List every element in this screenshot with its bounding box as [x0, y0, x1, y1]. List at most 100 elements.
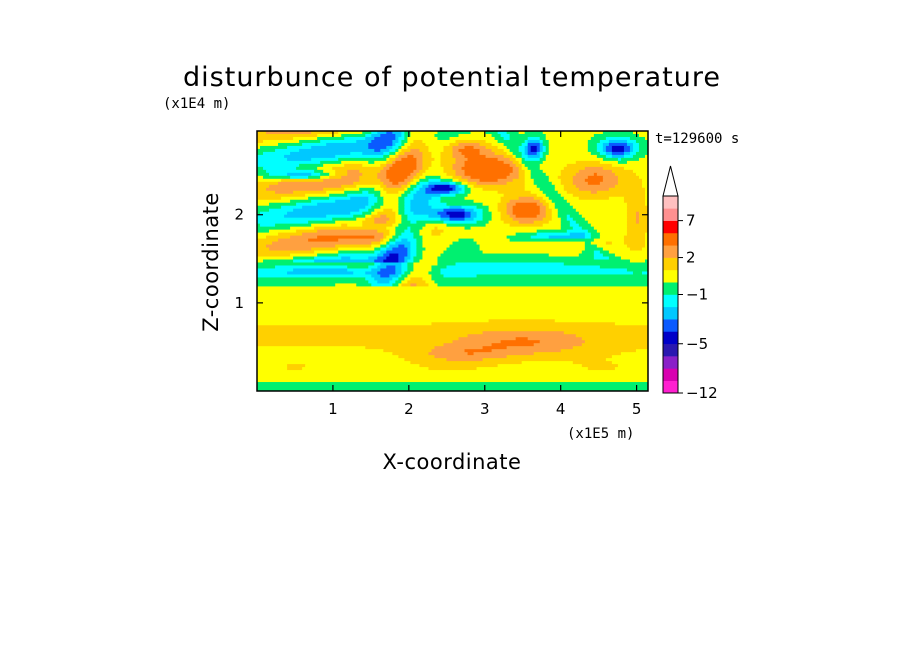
contour-cell	[320, 139, 357, 144]
contour-cell	[380, 169, 387, 174]
contour-cell	[440, 160, 457, 165]
contour-cell	[500, 211, 508, 216]
x-tick-label: 2	[404, 400, 414, 418]
contour-cell	[524, 184, 538, 189]
contour-cell	[389, 274, 399, 279]
contour-cell	[497, 190, 532, 195]
contour-cell	[389, 238, 396, 243]
contour-cell	[518, 169, 526, 174]
contour-cell	[395, 154, 399, 159]
contour-cell	[317, 229, 378, 234]
contour-cell	[293, 268, 348, 273]
contour-cell	[383, 199, 399, 204]
contour-cell	[557, 208, 577, 213]
contour-cell	[257, 166, 264, 171]
contour-cell	[542, 131, 604, 135]
contour-cell	[542, 151, 550, 156]
contour-cell	[581, 364, 619, 368]
contour-cell	[626, 202, 646, 207]
contour-cell	[281, 178, 324, 183]
contour-cell	[572, 361, 613, 365]
contour-cell	[371, 131, 378, 135]
contour-cell	[617, 178, 643, 183]
contour-cell	[428, 283, 439, 288]
contour-cell	[644, 190, 648, 195]
contour-cell	[377, 265, 387, 270]
contour-cell	[365, 205, 372, 210]
contour-cell	[437, 259, 631, 264]
contour-cell	[371, 283, 393, 288]
contour-cell	[383, 349, 433, 353]
contour-cell	[518, 175, 526, 180]
contour-cell	[395, 229, 405, 234]
contour-cell	[440, 253, 550, 258]
contour-cell	[626, 220, 637, 225]
contour-cell	[278, 181, 354, 186]
contour-cell	[644, 199, 648, 204]
contour-cell	[557, 175, 574, 180]
contour-cell	[257, 337, 460, 341]
contour-cell	[512, 151, 523, 156]
time-label: t=129600 s	[655, 131, 739, 147]
contour-cell	[317, 235, 375, 240]
contour-cell	[443, 148, 454, 153]
contour-cell	[320, 172, 330, 177]
contour-cell	[275, 265, 348, 270]
contour-cell	[380, 193, 402, 198]
contour-cell	[257, 139, 264, 144]
contour-cell	[257, 325, 648, 329]
contour-cell	[530, 190, 544, 195]
contour-cell	[596, 148, 604, 153]
contour-cell	[572, 181, 589, 186]
contour-cell	[257, 148, 276, 153]
contour-cell	[347, 223, 363, 228]
contour-cell	[368, 280, 378, 285]
contour-cell	[644, 232, 648, 237]
contour-cell	[473, 238, 511, 243]
contour-cell	[407, 253, 411, 258]
contour-cell	[398, 211, 405, 216]
contour-cell	[407, 226, 411, 231]
contour-cell	[590, 223, 628, 228]
contour-cell	[458, 238, 475, 243]
contour-cell	[386, 160, 393, 165]
contour-cell	[365, 214, 372, 219]
contour-cell	[542, 169, 562, 174]
contour-cell	[566, 214, 571, 219]
contour-cell	[458, 148, 481, 153]
contour-cell	[365, 136, 375, 141]
contour-cell	[557, 211, 580, 216]
contour-cell	[278, 238, 309, 243]
contour-cell	[416, 241, 424, 246]
contour-cell	[497, 178, 514, 183]
contour-cell	[257, 157, 288, 162]
colorbar-band	[663, 319, 678, 332]
contour-cell	[533, 196, 544, 201]
contour-cell	[491, 217, 502, 222]
contour-cell	[323, 163, 345, 168]
contour-cell	[440, 196, 466, 201]
contour-cell	[428, 214, 442, 219]
contour-cell	[344, 190, 363, 195]
contour-cell	[584, 244, 598, 249]
contour-cell	[617, 160, 628, 165]
contour-cell	[419, 364, 499, 368]
contour-cell	[470, 187, 484, 192]
contour-cell	[410, 199, 430, 204]
contour-cell	[368, 145, 387, 150]
contour-cell	[638, 211, 648, 216]
colorbar-band	[663, 245, 678, 258]
contour-cell	[374, 160, 387, 165]
contour-cell	[638, 217, 648, 222]
colorbar-band	[663, 269, 678, 283]
contour-cell	[386, 265, 396, 270]
contour-cell	[560, 226, 574, 231]
contour-cell	[386, 169, 414, 174]
contour-cell	[629, 247, 643, 252]
contour-cell	[491, 211, 502, 216]
contour-cell	[449, 136, 496, 141]
contour-cell	[428, 184, 436, 189]
contour-cell	[533, 220, 550, 225]
contour-cell	[407, 184, 411, 189]
contour-cell	[626, 142, 634, 147]
